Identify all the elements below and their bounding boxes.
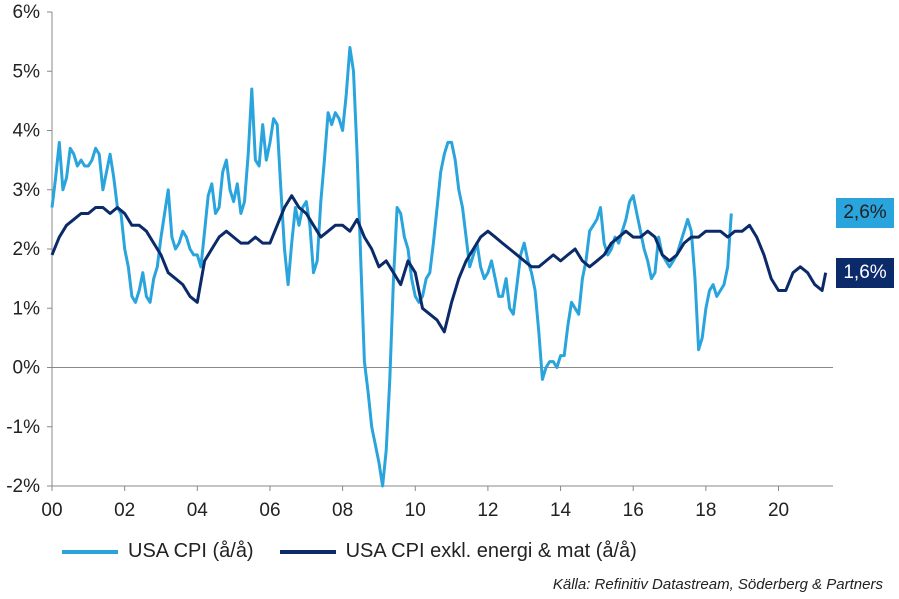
end-label-cpi: 2,6% (836, 198, 894, 229)
y-tick-label: 4% (13, 121, 41, 142)
legend-swatch-core-cpi (279, 549, 336, 554)
axes (47, 11, 833, 491)
x-tick-label: 00 (41, 500, 62, 521)
x-tick-label: 12 (477, 500, 498, 521)
x-tick-label: 06 (259, 500, 280, 521)
legend-item-core-cpi: USA CPI exkl. energi & mat (å/å) (279, 540, 637, 563)
x-tick-label: 10 (405, 500, 426, 521)
series-lines (50, 46, 828, 488)
y-tick-label: 5% (13, 61, 41, 82)
x-tick-label: 08 (332, 500, 353, 521)
series-line-core-cpi (50, 194, 828, 334)
y-tick-label: -1% (6, 417, 40, 438)
source-note: Källa: Refinitiv Datastream, Söderberg &… (552, 576, 883, 593)
legend-swatch-cpi (62, 549, 118, 554)
y-tick-label: 6% (13, 2, 41, 23)
end-label-core-cpi: 1,6% (836, 257, 894, 288)
y-tick-label: 1% (13, 298, 41, 319)
end-label-cpi-text: 2,6% (843, 202, 887, 224)
x-tick-label: 04 (187, 500, 209, 521)
x-tick-label: 14 (550, 500, 572, 521)
end-label-core-cpi-text: 1,6% (843, 261, 887, 283)
y-tick-label: -2% (6, 476, 40, 497)
x-tick-label: 20 (768, 500, 789, 521)
x-tick-label: 16 (623, 500, 644, 521)
legend-label-cpi: USA CPI (å/å) (128, 540, 254, 562)
x-tick-label: 02 (114, 500, 135, 521)
y-tick-label: 3% (13, 180, 41, 201)
legend: USA CPI (å/å) USA CPI exkl. energi & mat… (62, 540, 663, 563)
legend-label-core-cpi: USA CPI exkl. energi & mat (å/å) (345, 540, 637, 562)
y-tick-label: 0% (13, 358, 41, 379)
x-tick-label: 18 (695, 500, 716, 521)
y-tick-label: 2% (13, 239, 41, 260)
tick-labels: -2% -1% 0% 1% 2% 3% 4% 5% 6% 00 02 04 06 08 10 12 14 16 18… (6, 2, 789, 521)
legend-item-cpi: USA CPI (å/å) (62, 540, 254, 563)
series-line-cpi (50, 46, 733, 488)
